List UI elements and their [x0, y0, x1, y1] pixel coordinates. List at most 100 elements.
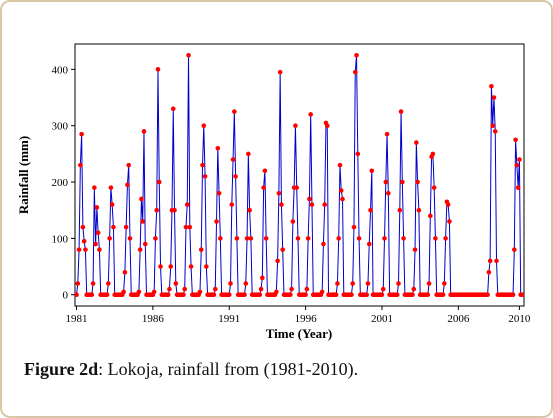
data-point: [294, 185, 300, 190]
data-point: [90, 281, 96, 286]
data-point: [365, 281, 371, 286]
data-point: [83, 247, 88, 252]
data-point: [512, 247, 517, 252]
data-point: [513, 137, 518, 143]
data-point: [433, 236, 438, 241]
data-point: [108, 185, 114, 190]
data-point: [307, 196, 312, 202]
data-point: [366, 241, 372, 247]
data-point: [137, 247, 143, 252]
data-point: [93, 241, 98, 247]
data-point: [121, 289, 126, 295]
data-point: [489, 83, 494, 89]
data-point: [355, 151, 361, 157]
data-point: [230, 157, 236, 162]
x-tick-label: 1986: [142, 313, 165, 325]
data-point: [354, 52, 359, 58]
data-point: [324, 123, 330, 128]
data-point: [247, 207, 252, 213]
data-point: [234, 236, 240, 241]
data-point: [519, 292, 525, 298]
data-point: [431, 185, 437, 190]
data-point: [187, 224, 193, 230]
data-point: [288, 292, 293, 298]
data-point: [386, 191, 391, 196]
data-point: [244, 236, 250, 241]
data-point: [76, 247, 82, 252]
data-point: [214, 219, 219, 224]
data-point: [277, 69, 283, 75]
x-axis-label: Time (Year): [266, 326, 333, 341]
data-point: [308, 112, 314, 117]
data-point: [494, 258, 499, 264]
data-point: [170, 106, 176, 112]
data-point: [352, 69, 358, 75]
data-point: [218, 236, 223, 241]
data-point: [322, 202, 328, 207]
data-point: [168, 264, 174, 269]
data-point: [401, 236, 406, 241]
data-point: [515, 185, 521, 190]
y-tick-label: 300: [52, 121, 69, 133]
data-point: [303, 292, 308, 298]
data-point: [412, 247, 418, 252]
data-point: [337, 162, 343, 168]
data-point: [397, 207, 403, 213]
data-point: [305, 236, 311, 241]
data-point: [136, 289, 142, 295]
data-point: [139, 196, 144, 202]
data-point: [243, 281, 249, 286]
data-point: [394, 292, 400, 298]
data-point: [248, 236, 254, 241]
data-point: [261, 185, 266, 190]
data-point: [89, 292, 95, 298]
data-point: [74, 292, 79, 298]
data-point: [154, 207, 160, 213]
data-point: [383, 179, 389, 185]
data-point: [443, 236, 448, 241]
data-point: [514, 162, 520, 168]
data-point: [319, 289, 325, 295]
data-point: [246, 151, 251, 157]
data-point: [400, 179, 405, 185]
data-point: [173, 281, 179, 286]
data-point: [368, 207, 373, 213]
data-point: [280, 247, 286, 252]
data-point: [396, 281, 401, 286]
data-point: [202, 174, 208, 179]
data-point: [97, 247, 102, 252]
data-point: [216, 191, 222, 196]
data-point: [485, 292, 490, 298]
data-point: [107, 236, 112, 241]
data-point: [491, 95, 497, 100]
caption-label: Figure 2d: [24, 359, 99, 379]
data-point: [364, 292, 370, 298]
data-point: [125, 182, 130, 188]
data-point: [440, 292, 446, 298]
data-point: [487, 258, 493, 264]
data-point: [140, 219, 146, 224]
data-point: [232, 109, 237, 114]
data-point: [415, 179, 420, 185]
data-point: [369, 168, 375, 174]
data-point: [109, 202, 115, 207]
data-point: [242, 292, 247, 298]
data-point: [75, 281, 81, 286]
data-point: [258, 286, 264, 292]
data-point: [262, 168, 268, 174]
data-point: [380, 286, 386, 292]
data-point: [430, 151, 436, 157]
x-tick-label: 1981: [66, 313, 88, 325]
data-point: [379, 292, 385, 298]
data-point: [445, 202, 451, 207]
data-point: [151, 289, 157, 295]
data-point: [123, 224, 129, 230]
data-point: [428, 213, 433, 219]
data-point: [260, 275, 265, 281]
data-point: [416, 207, 422, 213]
data-point: [349, 292, 354, 298]
data-point: [92, 185, 97, 190]
data-point: [350, 281, 356, 286]
data-point: [188, 264, 194, 269]
